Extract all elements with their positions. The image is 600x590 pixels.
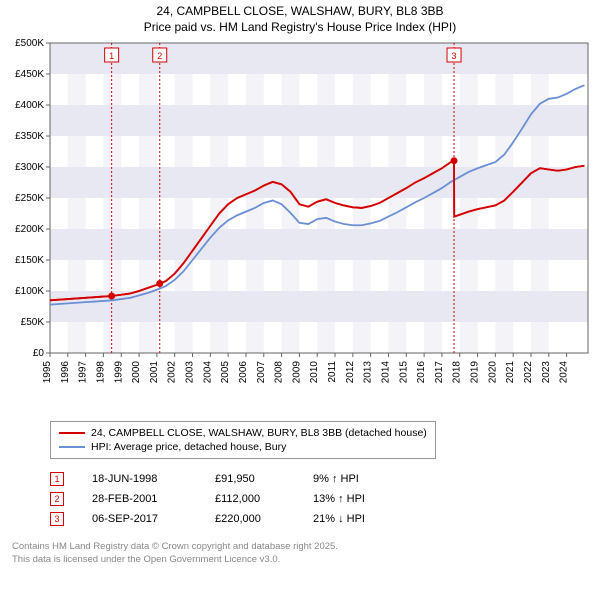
svg-text:2022: 2022 [523,361,534,384]
legend: 24, CAMPBELL CLOSE, WALSHAW, BURY, BL8 3… [50,421,436,459]
legend-item: HPI: Average price, detached house, Bury [59,440,427,454]
svg-text:2006: 2006 [238,361,249,384]
sale-marker-box: 1 [50,472,64,486]
svg-text:2008: 2008 [274,361,285,384]
title-line2: Price paid vs. HM Land Registry's House … [0,20,600,36]
legend-swatch [59,432,85,434]
legend-item: 24, CAMPBELL CLOSE, WALSHAW, BURY, BL8 3… [59,426,427,440]
svg-text:2011: 2011 [327,361,338,383]
svg-text:£100K: £100K [15,286,44,297]
line-chart: £0 £50K £100K £150K £200K £250K £300K £350K £400… [0,35,600,415]
svg-text:2016: 2016 [416,361,427,384]
footer-line1: Contains HM Land Registry data © Crown c… [12,541,600,553]
svg-text:2024: 2024 [559,361,570,384]
svg-text:2003: 2003 [185,361,196,384]
sale-date: 28-FEB-2001 [92,493,187,505]
svg-text:2021: 2021 [505,361,516,384]
svg-text:£150K: £150K [15,255,44,266]
sale-price: £220,000 [215,513,285,525]
svg-text:2013: 2013 [363,361,374,384]
svg-text:1997: 1997 [78,361,89,384]
legend-swatch [59,446,85,448]
svg-text:1999: 1999 [113,361,124,384]
svg-text:2005: 2005 [220,361,231,384]
sales-table: 1 18-JUN-1998 £91,950 9% ↑ HPI 2 28-FEB-… [50,469,600,529]
svg-text:2004: 2004 [202,361,213,384]
svg-text:2017: 2017 [434,361,445,384]
chart-title: 24, CAMPBELL CLOSE, WALSHAW, BURY, BL8 3… [0,0,600,35]
sale-date: 18-JUN-1998 [92,473,187,485]
svg-text:3: 3 [452,51,457,61]
footer-line2: This data is licensed under the Open Gov… [12,554,600,566]
sale-marker-box: 3 [50,512,64,526]
sale-delta: 21% ↓ HPI [313,513,393,525]
svg-text:£250K: £250K [15,193,44,204]
legend-label: 24, CAMPBELL CLOSE, WALSHAW, BURY, BL8 3… [91,427,427,439]
svg-text:2010: 2010 [309,361,320,384]
svg-text:2020: 2020 [487,361,498,384]
svg-text:2014: 2014 [380,361,391,384]
sale-marker-box: 2 [50,492,64,506]
svg-text:£450K: £450K [15,69,44,80]
svg-text:2002: 2002 [167,361,178,384]
svg-text:£350K: £350K [15,131,44,142]
svg-text:2012: 2012 [345,361,356,384]
svg-text:2: 2 [157,51,162,61]
svg-text:1998: 1998 [95,361,106,384]
sale-delta: 9% ↑ HPI [313,473,393,485]
svg-text:1: 1 [109,51,114,61]
title-line1: 24, CAMPBELL CLOSE, WALSHAW, BURY, BL8 3… [0,4,600,20]
svg-text:2001: 2001 [149,361,160,384]
table-row: 3 06-SEP-2017 £220,000 21% ↓ HPI [50,509,600,529]
svg-text:£200K: £200K [15,224,44,235]
svg-text:2015: 2015 [398,361,409,384]
sale-price: £91,950 [215,473,285,485]
sale-price: £112,000 [215,493,285,505]
svg-text:2009: 2009 [291,361,302,384]
svg-text:2018: 2018 [452,361,463,384]
svg-text:1996: 1996 [60,361,71,384]
legend-label: HPI: Average price, detached house, Bury [91,441,286,453]
footer-attribution: Contains HM Land Registry data © Crown c… [12,541,600,566]
svg-text:£50K: £50K [21,317,45,328]
svg-text:2000: 2000 [131,361,142,384]
sale-date: 06-SEP-2017 [92,513,187,525]
svg-text:1995: 1995 [42,361,53,384]
svg-text:£400K: £400K [15,100,44,111]
svg-text:£0: £0 [33,348,45,359]
svg-text:£500K: £500K [15,38,44,49]
svg-text:2007: 2007 [256,361,267,384]
table-row: 1 18-JUN-1998 £91,950 9% ↑ HPI [50,469,600,489]
table-row: 2 28-FEB-2001 £112,000 13% ↑ HPI [50,489,600,509]
svg-text:£300K: £300K [15,162,44,173]
svg-text:2019: 2019 [470,361,481,384]
svg-text:2023: 2023 [541,361,552,384]
sale-delta: 13% ↑ HPI [313,493,393,505]
